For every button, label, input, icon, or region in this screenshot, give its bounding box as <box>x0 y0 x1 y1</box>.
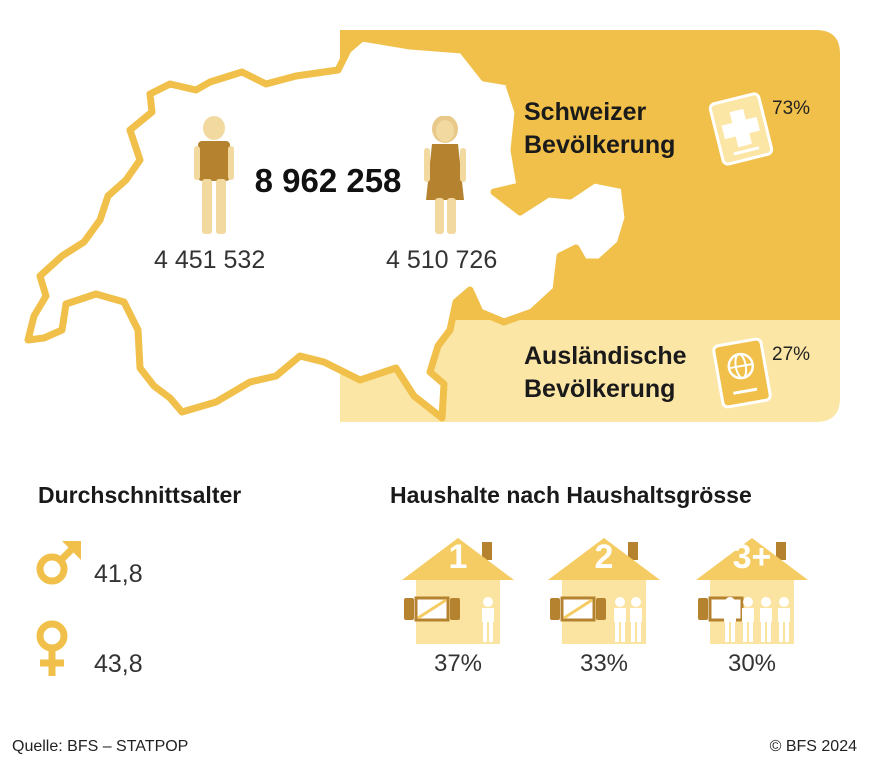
switzerland-outline <box>24 34 632 422</box>
swiss-passport-icon <box>708 92 774 166</box>
female-symbol-icon <box>36 620 68 676</box>
swiss-population-label: Schweizer Bevölkerung <box>524 98 676 159</box>
foreign-passport-icon <box>712 337 772 409</box>
female-figure-icon <box>424 116 466 234</box>
households-title: Haushalte nach Haushaltsgrösse <box>390 482 752 508</box>
household-2-percent: 33% <box>579 650 629 677</box>
male-population: 4 451 532 <box>154 246 266 274</box>
copyright-note: © BFS 2024 <box>769 738 857 755</box>
total-population: 8 962 258 <box>254 162 402 199</box>
male-figure-icon <box>194 116 234 234</box>
source-note: Quelle: BFS – STATPOP <box>12 738 189 755</box>
female-average-age: 43,8 <box>94 650 143 678</box>
male-average-age: 41,8 <box>94 560 143 588</box>
male-symbol-icon <box>36 541 81 585</box>
household-1-person-house-icon <box>402 538 514 644</box>
average-age-title: Durchschnittsalter <box>38 482 242 508</box>
household-size-1: 1 <box>448 538 468 576</box>
household-size-3plus: 3+ <box>732 538 772 576</box>
household-1-percent: 37% <box>433 650 483 677</box>
household-3plus-person-house-icon <box>696 538 808 644</box>
household-size-2: 2 <box>594 538 614 576</box>
household-3plus-percent: 30% <box>727 650 777 677</box>
swiss-percent: 73% <box>772 98 811 119</box>
foreign-percent: 27% <box>772 344 811 365</box>
female-population: 4 510 726 <box>386 246 498 274</box>
foreign-population-label: Ausländische Bevölkerung <box>524 342 687 403</box>
household-2-person-house-icon <box>548 538 660 644</box>
